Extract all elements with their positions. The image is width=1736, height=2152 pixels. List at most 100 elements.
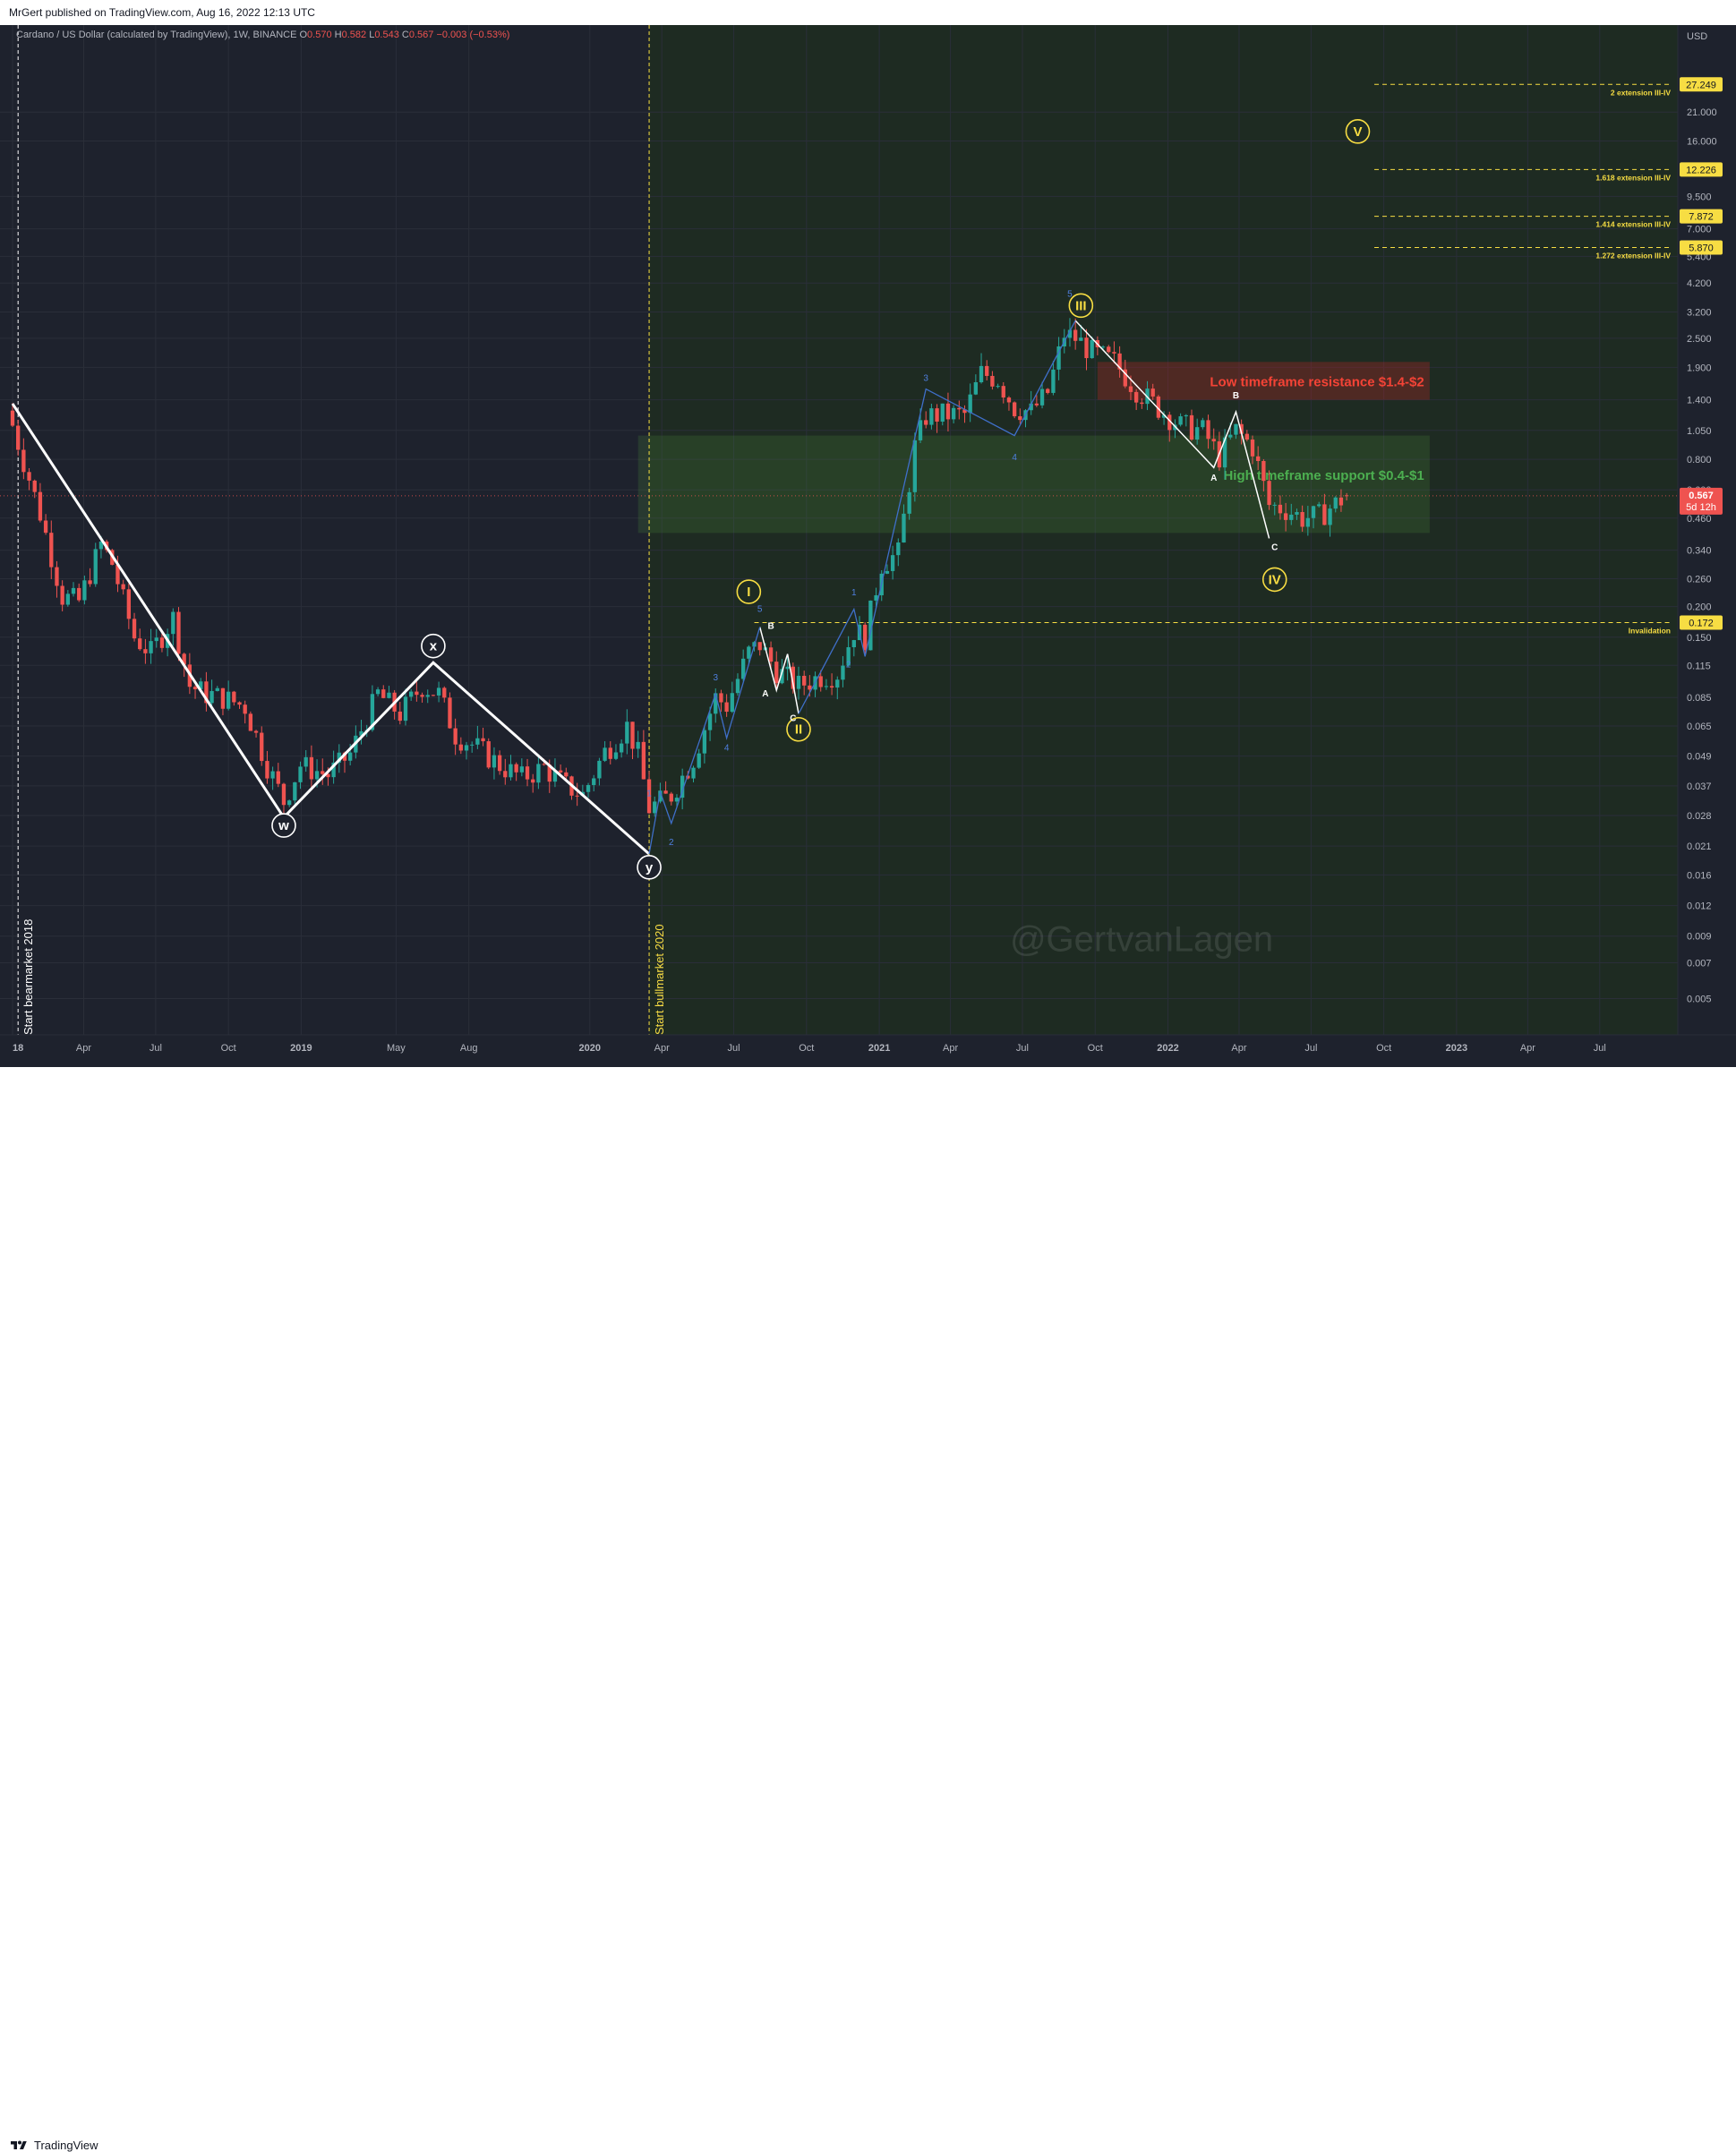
legend-part: −0.003 (−0.53%) (436, 30, 509, 40)
candle-body (531, 779, 535, 783)
candle-body (470, 744, 475, 746)
legend-part: 0.567 (409, 30, 437, 40)
candle-body (1267, 481, 1271, 506)
abc-wave-label: C (1271, 543, 1278, 553)
price-tick-label: 0.016 (1687, 870, 1712, 881)
candle-body (431, 695, 436, 696)
level-label: 1.618 extension III-IV (1595, 173, 1671, 182)
candle-body (945, 403, 951, 420)
primary-wave-label-III-circle (1068, 293, 1094, 319)
candle-body (851, 640, 856, 648)
candle-body (724, 702, 729, 713)
candle-body (286, 800, 292, 806)
candle-body (370, 694, 375, 730)
candle-body (115, 564, 120, 585)
wave-label-y-text: y (646, 860, 654, 875)
price-tick-label: 2.500 (1687, 334, 1712, 345)
candle-body (890, 555, 895, 571)
wave-line-wxy (11, 403, 651, 856)
chart-area[interactable]: Low timeframe resistance $1.4-$2 High tim… (0, 25, 1736, 1067)
candle-body (846, 647, 851, 666)
candle-body (796, 675, 801, 689)
candle-body (448, 697, 452, 729)
wave-label-y: y (637, 855, 662, 880)
candle-body (780, 669, 784, 684)
minor-wave-label: 1 (646, 790, 652, 799)
candle-body (464, 745, 469, 751)
candle-body (536, 764, 541, 783)
candle-body (121, 584, 125, 590)
price-axis-currency: USD (1687, 31, 1707, 42)
candle-body (1100, 346, 1106, 348)
price-tick-label: 0.007 (1687, 959, 1712, 969)
candle-body (27, 472, 31, 481)
candle-body (182, 653, 186, 665)
time-tick-label: Oct (1088, 1043, 1103, 1054)
time-axis[interactable] (0, 1035, 1736, 1067)
candle-body (658, 790, 663, 802)
candle-body (885, 570, 890, 574)
wave-label-y-circle (637, 855, 662, 880)
candle-body (929, 408, 934, 425)
candle-body (613, 752, 619, 759)
minor-wave-label: 3 (923, 374, 928, 384)
price-axis[interactable] (1678, 25, 1736, 1067)
price-tick-label: 0.115 (1687, 661, 1711, 671)
candle-body (962, 409, 967, 414)
candle-body (1305, 517, 1310, 527)
candle-body (757, 642, 762, 651)
candle-body (1300, 512, 1304, 527)
candle-body (1222, 437, 1227, 468)
candle-body (730, 693, 734, 713)
candle-body (436, 687, 441, 696)
time-tick-label: Jul (1304, 1043, 1317, 1054)
candle-body (420, 695, 424, 697)
candle-body (304, 756, 308, 767)
candle-body (276, 771, 280, 784)
candle-body (1250, 440, 1255, 457)
candle-body (1046, 389, 1050, 393)
candle-body (1128, 386, 1133, 392)
candle-body (359, 730, 363, 736)
candle-body (1123, 369, 1127, 387)
watermark: @GertvanLagen (1010, 920, 1273, 960)
abc-wave-label: B (767, 622, 774, 632)
candle-body (625, 722, 629, 744)
candle-body (940, 403, 945, 422)
minor-wave-label: 2 (846, 660, 851, 670)
candle-body (243, 705, 247, 714)
candle-body (663, 790, 668, 794)
candle-body (653, 801, 657, 814)
candle-body (381, 689, 386, 698)
candle-body (818, 676, 823, 687)
candle-body (924, 420, 928, 425)
candle-body (1289, 514, 1294, 520)
price-tick-label: 0.340 (1687, 546, 1712, 557)
candle-body (93, 549, 98, 585)
abc-wave-label: B (1233, 391, 1239, 401)
candle-body (1322, 504, 1327, 525)
candle-body (220, 687, 226, 709)
candle-body (702, 730, 707, 754)
candle-body (321, 771, 325, 774)
time-tick-label: Jul (1016, 1043, 1029, 1054)
candle-body (707, 713, 713, 730)
candle-body (552, 770, 558, 782)
tradingview-brand[interactable]: TradingView (9, 2139, 98, 2152)
publish-info: MrGert published on TradingView.com, Aug… (9, 6, 315, 19)
candle-body (697, 753, 701, 768)
price-tick-label: 0.800 (1687, 455, 1712, 465)
candle-body (398, 711, 402, 722)
candle-body (592, 778, 596, 785)
minor-wave-label: 2 (669, 838, 674, 848)
time-tick-label: 2023 (1446, 1043, 1467, 1054)
price-tag-label: 12.226 (1686, 165, 1716, 175)
time-tick-label: Apr (1520, 1043, 1535, 1054)
candle-body (1001, 386, 1005, 398)
candle-body (863, 624, 868, 651)
price-tag (1680, 77, 1723, 92)
resistance-zone-label: Low timeframe resistance $1.4-$2 (1210, 374, 1424, 389)
candle-body (1156, 396, 1161, 418)
candle-body (979, 365, 984, 382)
candle-body (143, 649, 148, 653)
